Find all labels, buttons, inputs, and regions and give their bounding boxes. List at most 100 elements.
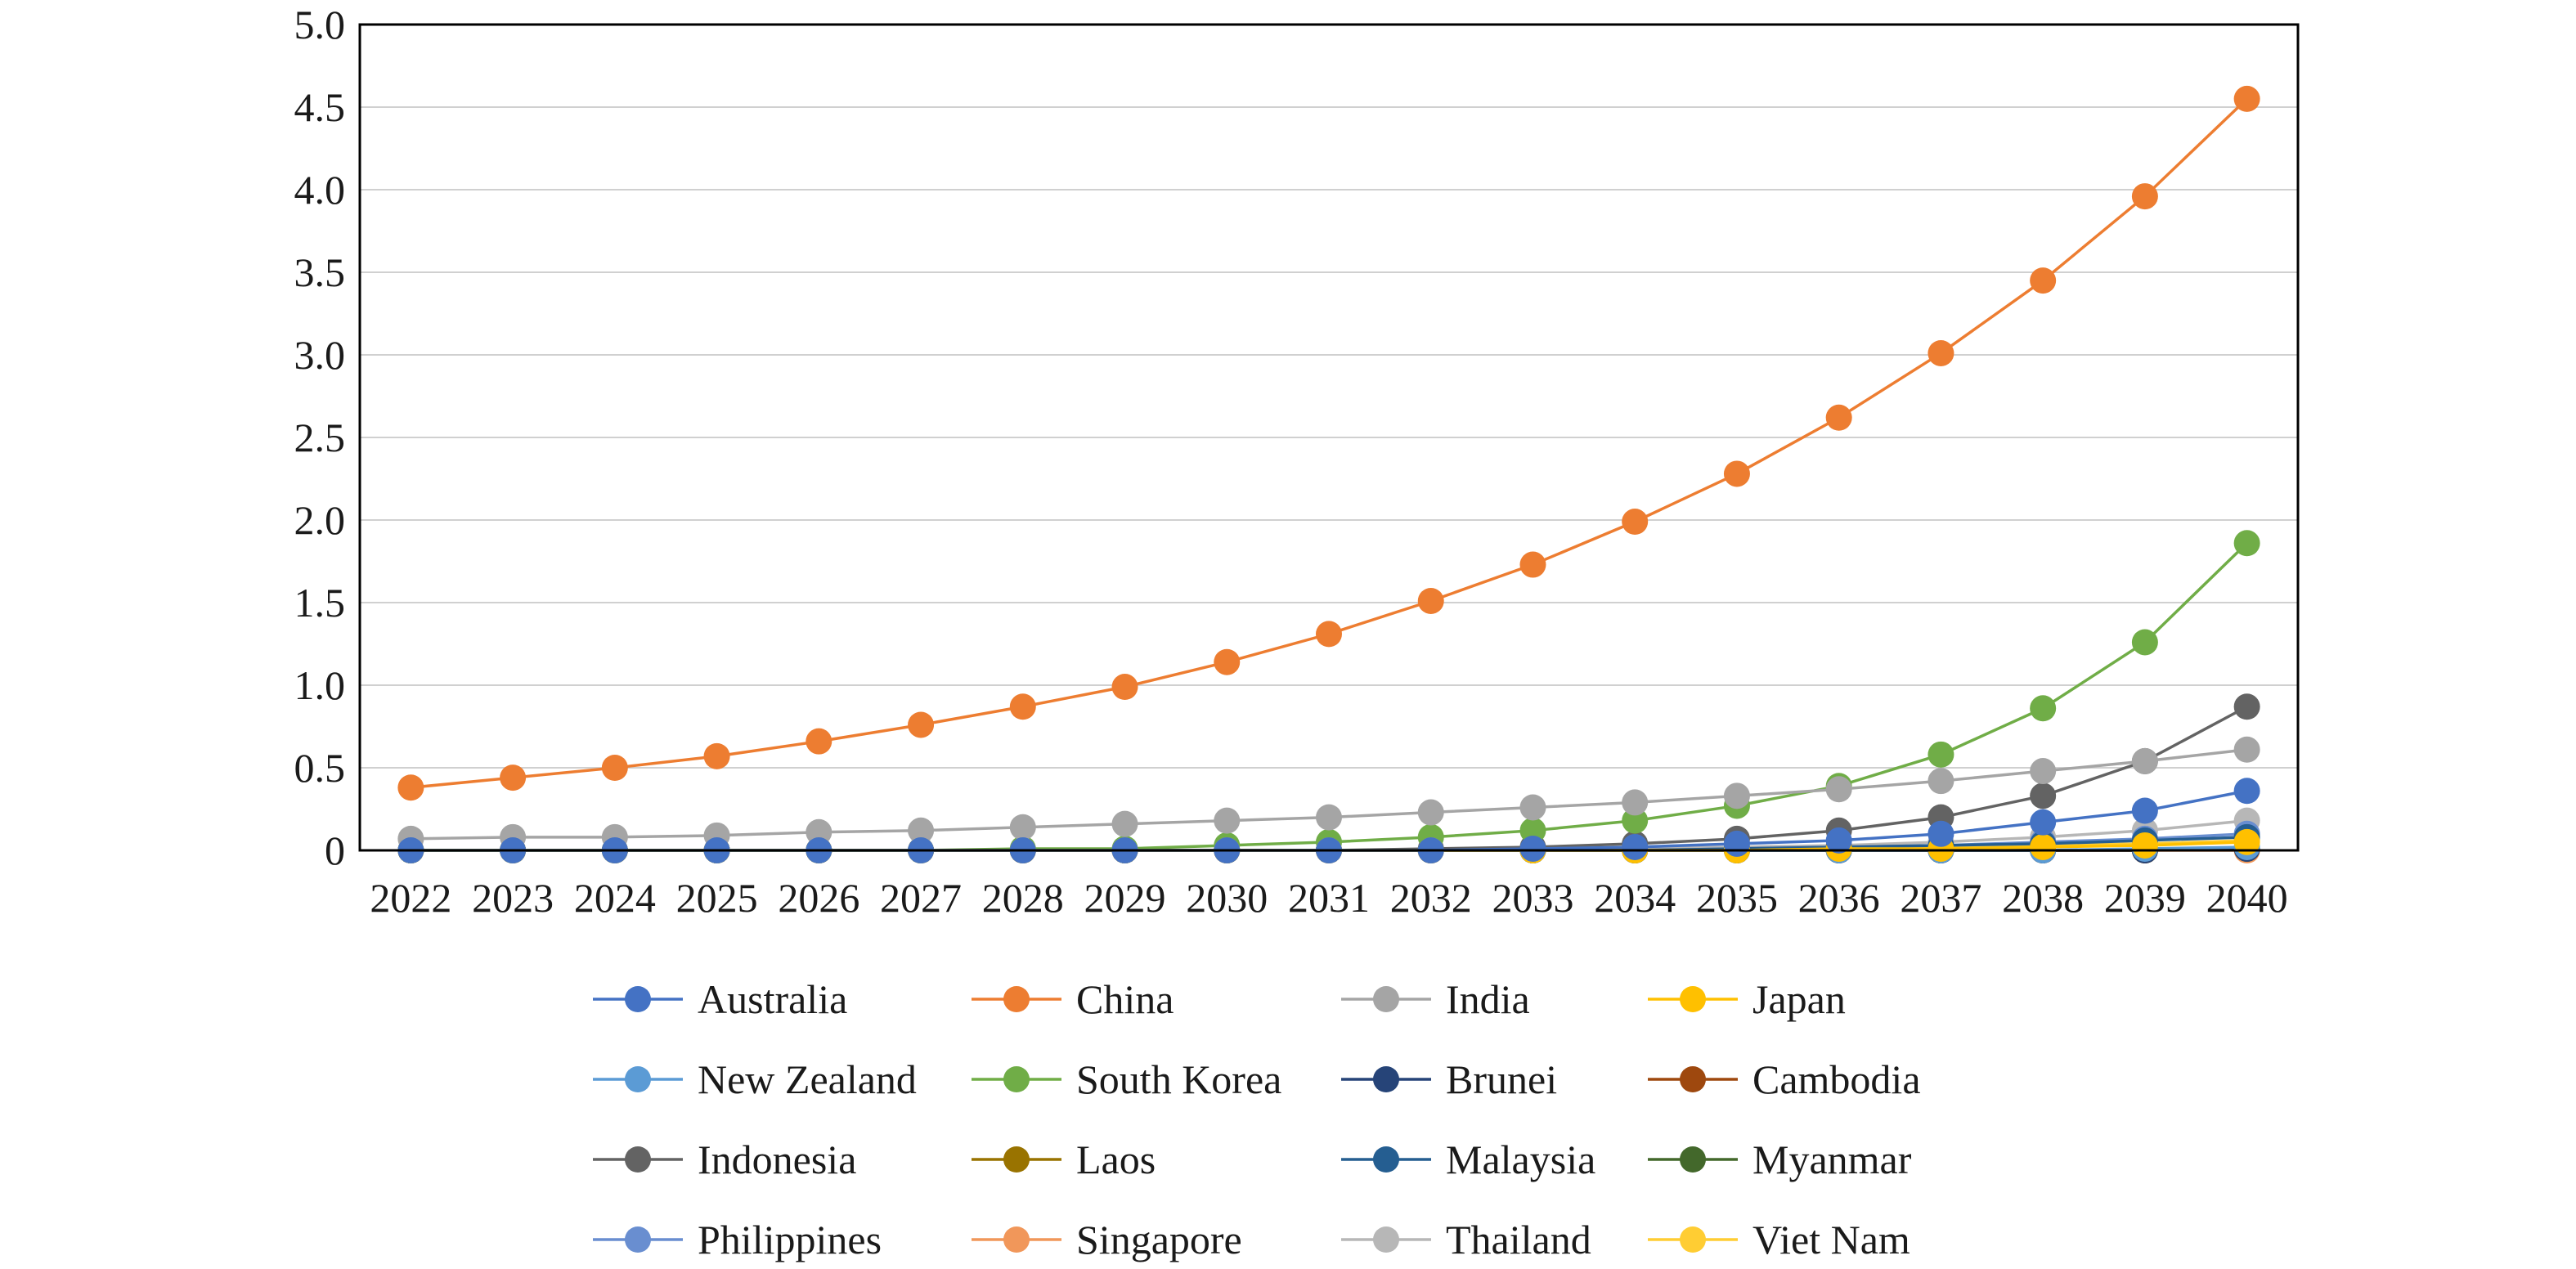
legend-label: Viet Nam [1752,1217,1910,1262]
x-tick-label: 2037 [1900,875,1981,921]
x-tick-label: 2034 [1594,875,1676,921]
data-point [2030,695,2057,722]
legend-marker [625,1066,651,1092]
legend-label: Indonesia [698,1137,856,1182]
y-tick-label: 4.5 [294,84,346,130]
data-point [2233,85,2260,112]
y-tick-label: 2.5 [294,415,346,460]
x-tick-label: 2029 [1084,875,1166,921]
legend-marker [1003,1066,1030,1092]
legend-label: Australia [698,976,847,1022]
legend-item: Philippines [593,1217,882,1262]
series-layer [397,85,2260,863]
data-point [1723,782,1750,809]
legend-label: Cambodia [1752,1056,1921,1102]
x-tick-label: 2024 [574,875,656,921]
axes: 0 0.5 1.0 1.5 2.0 2.5 3.0 3.5 4.0 4.5 5.0 2022 2023 2… [294,2,2300,921]
legend-marker [1003,1146,1030,1173]
x-tick-label: 2023 [472,875,554,921]
legend-label: Japan [1752,976,1846,1022]
data-point [2233,828,2260,855]
legend-marker [1680,1226,1706,1253]
data-point [2131,832,2158,859]
data-point [1009,693,1036,720]
data-point [703,742,730,769]
y-tick-label: 2.0 [294,497,346,543]
legend-label: India [1446,976,1530,1022]
x-tick-label: 2026 [778,875,859,921]
legend-label: Myanmar [1752,1137,1912,1182]
data-point [1519,835,1546,862]
data-point [1825,827,1852,854]
data-point [2233,530,2260,557]
data-point [1928,768,1954,795]
legend-item: New Zealand [593,1056,917,1102]
data-point [1009,814,1036,841]
data-point [2030,782,2057,809]
plot-border [358,23,2300,852]
data-point [500,765,527,791]
data-point [1417,799,1444,826]
data-point [1519,794,1546,821]
legend-item: Thailand [1341,1217,1591,1262]
data-point [2030,833,2057,860]
data-point [1622,509,1649,536]
data-point [2131,797,2158,824]
data-point [1316,621,1342,648]
gridlines [360,24,2298,769]
data-point [2233,693,2260,720]
legend-marker [1680,1146,1706,1173]
legend-item: Viet Nam [1648,1217,1910,1262]
x-tick-label: 2025 [676,875,758,921]
legend-item: Indonesia [593,1137,856,1182]
legend-label: Singapore [1076,1217,1242,1262]
y-tick-label: 1.5 [294,580,346,626]
legend-label: Brunei [1446,1056,1557,1102]
legend-item: Japan [1648,976,1846,1022]
legend-marker [1680,986,1706,1012]
data-point [397,774,424,801]
legend-marker [625,986,651,1012]
y-tick-label: 0.5 [294,745,346,791]
legend-marker [1003,1226,1030,1253]
data-point [2131,747,2158,774]
legend-label: Thailand [1446,1217,1591,1262]
legend-marker [1373,1226,1399,1253]
data-point [2131,629,2158,656]
data-point [2131,183,2158,210]
x-tick-label: 2030 [1186,875,1268,921]
y-tick-label: 3.5 [294,249,346,295]
data-point [1316,804,1342,831]
legend-marker [625,1226,651,1253]
data-point [1519,551,1546,578]
legend-label: Philippines [698,1217,882,1262]
legend: Australia China India Japan New Zealand South… [593,976,1921,1262]
legend-item: India [1341,976,1530,1022]
y-tick-label: 5.0 [294,2,346,47]
x-tick-label: 2028 [982,875,1064,921]
series-china [397,85,2260,801]
x-tick-label: 2035 [1696,875,1778,921]
legend-label: Laos [1076,1137,1156,1182]
data-point [1723,830,1750,857]
data-point [2030,809,2057,836]
y-tick-label: 4.0 [294,167,346,213]
data-point [2233,778,2260,805]
legend-marker [1373,986,1399,1012]
x-tick-label: 2022 [370,875,451,921]
x-tick-label: 2032 [1390,875,1472,921]
x-tick-label: 2031 [1288,875,1370,921]
legend-marker [1373,1146,1399,1173]
x-tick-label: 2036 [1798,875,1880,921]
legend-item: Cambodia [1648,1056,1921,1102]
x-tick-label: 2040 [2206,875,2288,921]
legend-item: China [972,976,1174,1022]
legend-label: China [1076,976,1174,1022]
legend-item: Singapore [972,1217,1242,1262]
data-point [908,817,935,844]
legend-item: Laos [972,1137,1156,1182]
legend-label: South Korea [1076,1056,1281,1102]
data-point [601,755,628,781]
